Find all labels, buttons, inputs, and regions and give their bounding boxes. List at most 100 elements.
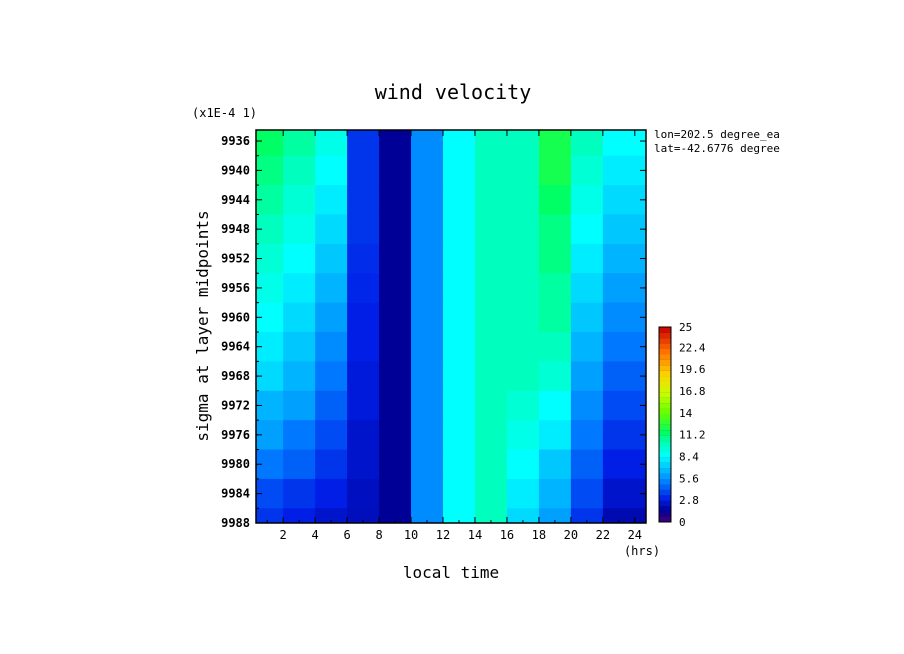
x-tick-label: 24 — [628, 528, 642, 542]
heatmap-cell — [538, 508, 572, 523]
colorbar-band — [659, 494, 671, 501]
heatmap-cell — [347, 185, 380, 216]
heatmap-cell — [474, 155, 508, 186]
heatmap-cell — [602, 302, 646, 333]
colorbar-band — [659, 348, 671, 355]
colorbar-band — [659, 451, 671, 458]
heatmap-cell — [538, 130, 572, 157]
heatmap-cell — [506, 243, 540, 274]
heatmap-cell — [379, 243, 412, 274]
y-tick-label: 9936 — [221, 134, 250, 148]
colorbar-band — [659, 419, 671, 425]
heatmap-cell — [538, 361, 572, 392]
heatmap-cell — [283, 302, 316, 333]
heatmap-cell — [474, 214, 508, 245]
heatmap-cell — [474, 332, 508, 362]
colorbar-band — [659, 462, 671, 469]
heatmap-cell — [506, 273, 540, 304]
heatmap-cell — [283, 478, 316, 509]
heatmap-cell — [379, 390, 412, 421]
heatmap-cell — [379, 185, 412, 216]
colorbar-band — [659, 397, 671, 404]
heatmap-cells — [256, 130, 646, 523]
colorbar-band — [659, 446, 671, 452]
heatmap-cell — [474, 449, 508, 480]
heatmap-cell — [347, 361, 380, 392]
colorbar-band — [659, 359, 671, 366]
heatmap-cell — [315, 214, 348, 245]
x-axis-label: local time — [403, 563, 499, 582]
colorbar-tick-label: 8.4 — [679, 450, 699, 463]
y-axis: 9936 9940 9944 9948 9952 9956 9960 9964 9968 9972… — [221, 134, 646, 530]
heatmap-cell — [506, 508, 540, 523]
heatmap-cell — [443, 449, 476, 480]
heatmap-cell — [283, 130, 316, 157]
heatmap-cell — [283, 390, 316, 421]
colorbar-band — [659, 337, 671, 344]
heatmap-cell — [538, 214, 572, 245]
y-tick-label: 9984 — [221, 487, 250, 501]
colorbar-band — [659, 473, 671, 480]
heatmap-cell — [538, 302, 572, 333]
heatmap-cell — [443, 273, 476, 304]
x-tick-label: 12 — [436, 528, 450, 542]
heatmap-cell — [570, 155, 604, 186]
y-tick-label: 9964 — [221, 340, 250, 354]
heatmap-cell — [602, 478, 646, 509]
colorbar-tick-label: 19.6 — [679, 363, 706, 376]
heatmap-cell — [538, 155, 572, 186]
colorbar-band — [659, 467, 671, 474]
heatmap-cell — [602, 273, 646, 304]
heatmap-cell — [506, 449, 540, 480]
heatmap-cell — [602, 243, 646, 274]
heatmap-cell — [443, 155, 476, 186]
heatmap-cell — [411, 302, 444, 333]
colorbar-band — [659, 505, 671, 512]
heatmap-cell — [347, 273, 380, 304]
heatmap-cell — [538, 420, 572, 451]
heatmap-cell — [315, 332, 348, 362]
heatmap-cell — [315, 155, 348, 186]
heatmap-cell — [411, 243, 444, 274]
heatmap-cell — [474, 302, 508, 333]
colorbar-band — [659, 343, 671, 350]
x-axis: 2 4 6 8 10 12 14 16 18 20 22 24 — [266, 130, 642, 542]
heatmap-cell — [283, 420, 316, 451]
colorbar-band — [659, 381, 671, 387]
colorbar-band — [659, 516, 671, 523]
colorbar-tick-label: 2.8 — [679, 494, 699, 507]
heatmap-cell — [443, 332, 476, 362]
heatmap-cell — [443, 478, 476, 509]
heatmap-cell — [315, 449, 348, 480]
x-tick-label: 22 — [596, 528, 610, 542]
colorbar-band — [659, 413, 671, 420]
x-tick-label: 18 — [532, 528, 546, 542]
y-tick-label: 9980 — [221, 457, 250, 471]
heatmap-cell — [570, 214, 604, 245]
y-tick-label: 9944 — [221, 193, 250, 207]
heatmap-cell — [256, 508, 284, 523]
colorbar-tick-label: 0 — [679, 516, 686, 529]
heatmap-cell — [379, 361, 412, 392]
heatmap-cell — [347, 420, 380, 451]
heatmap-cell — [411, 390, 444, 421]
y-tick-label: 9948 — [221, 222, 250, 236]
heatmap-cell — [315, 361, 348, 392]
colorbar-frame — [658, 326, 672, 523]
heatmap-cell — [443, 243, 476, 274]
heatmap-cell — [602, 420, 646, 451]
heatmap-cell — [443, 130, 476, 157]
heatmap-cell — [315, 478, 348, 509]
heatmap-cell — [443, 420, 476, 451]
heatmap-cell — [411, 332, 444, 362]
heatmap-cell — [506, 390, 540, 421]
heatmap-cell — [538, 390, 572, 421]
colorbar-band — [659, 435, 671, 442]
heatmap-cell — [347, 478, 380, 509]
heatmap-cell — [570, 361, 604, 392]
y-tick-label: 9952 — [221, 252, 250, 266]
heatmap-cell — [411, 155, 444, 186]
heatmap-cell — [570, 478, 604, 509]
y-tick-label: 9976 — [221, 428, 250, 442]
